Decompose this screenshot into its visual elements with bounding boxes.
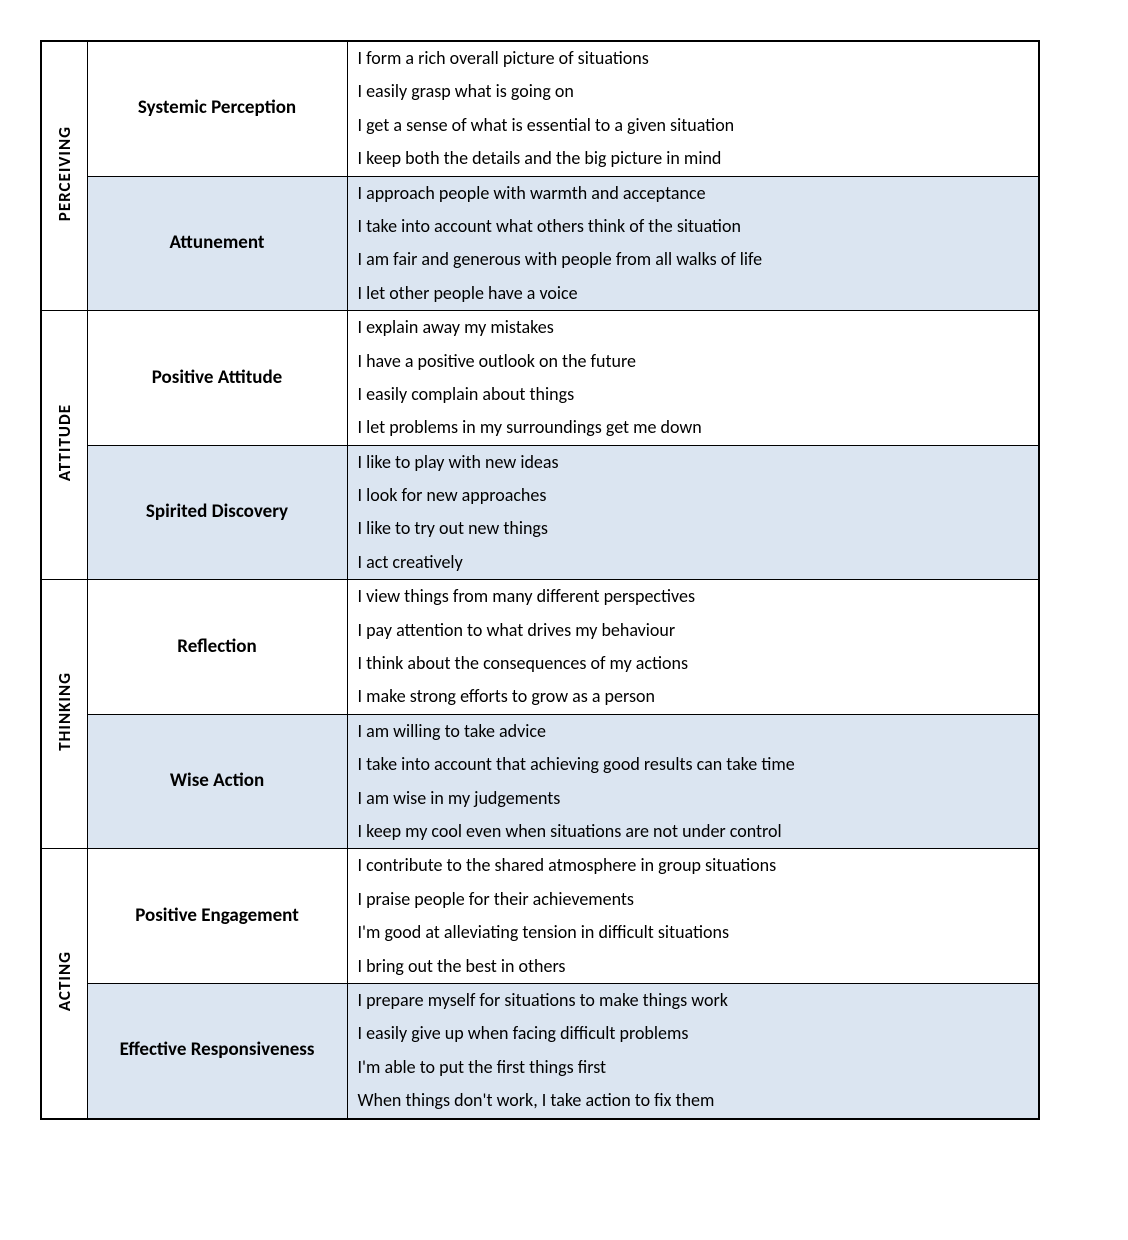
statement-cell: When things don't work, I take action to… <box>347 1084 1039 1118</box>
statement-cell: I easily give up when facing difficult p… <box>347 1017 1039 1050</box>
table-row: ATTITUDEPositive AttitudeI explain away … <box>41 311 1039 345</box>
statement-cell: I easily grasp what is going on <box>347 75 1039 108</box>
subcategory-label: Effective Responsiveness <box>120 1038 315 1061</box>
subcategory-label: Positive Engagement <box>135 904 299 927</box>
category-label: ATTITUDE <box>54 396 75 489</box>
statement-cell: I have a positive outlook on the future <box>347 345 1039 378</box>
statement-cell: I like to try out new things <box>347 512 1039 545</box>
subcategory-cell: Positive Engagement <box>87 849 347 984</box>
subcategory-cell: Spirited Discovery <box>87 445 347 580</box>
table-body: PERCEIVING Systemic Perception I form a ri… <box>41 41 1039 1119</box>
category-cell: THINKING <box>41 580 87 849</box>
subcategory-cell: Wise Action <box>87 714 347 849</box>
statement-cell: I am fair and generous with people from … <box>347 243 1039 276</box>
subcategory-label: Attunement <box>170 231 265 254</box>
statement-cell: I keep both the details and the big pict… <box>347 142 1039 176</box>
statement-cell: I like to play with new ideas <box>347 445 1039 479</box>
table-row: ACTINGPositive EngagementI contribute to… <box>41 849 1039 883</box>
statement-cell: I get a sense of what is essential to a … <box>347 109 1039 142</box>
statement-cell: I make strong efforts to grow as a perso… <box>347 680 1039 714</box>
statement-cell: I act creatively <box>347 546 1039 580</box>
statement-cell: I approach people with warmth and accept… <box>347 176 1039 210</box>
subcategory-label: Spirited Discovery <box>146 500 288 523</box>
statement-cell: I let other people have a voice <box>347 277 1039 311</box>
statement-cell: I keep my cool even when situations are … <box>347 815 1039 849</box>
subcategory-cell: Systemic Perception <box>87 41 347 176</box>
subcategory-label: Reflection <box>177 635 256 658</box>
statement-cell: I bring out the best in others <box>347 950 1039 984</box>
table-row: THINKINGReflectionI view things from man… <box>41 580 1039 614</box>
category-cell: PERCEIVING <box>41 41 87 311</box>
table-row: Effective ResponsivenessI prepare myself… <box>41 983 1039 1017</box>
statement-cell: I praise people for their achievements <box>347 883 1039 916</box>
statement-cell: I am wise in my judgements <box>347 782 1039 815</box>
subcategory-cell: Reflection <box>87 580 347 715</box>
subcategory-label: Systemic Perception <box>138 96 296 119</box>
statement-cell: I look for new approaches <box>347 479 1039 512</box>
statement-cell: I view things from many different perspe… <box>347 580 1039 614</box>
table-row: Wise ActionI am willing to take advice <box>41 714 1039 748</box>
statement-cell: I'm able to put the first things first <box>347 1051 1039 1084</box>
statement-cell: I'm good at alleviating tension in diffi… <box>347 916 1039 949</box>
table-row: Spirited DiscoveryI like to play with ne… <box>41 445 1039 479</box>
subcategory-cell: Effective Responsiveness <box>87 983 347 1118</box>
competency-table: PERCEIVING Systemic Perception I form a ri… <box>40 40 1040 1120</box>
statement-cell: I let problems in my surroundings get me… <box>347 411 1039 445</box>
statement-cell: I pay attention to what drives my behavi… <box>347 614 1039 647</box>
statement-cell: I contribute to the shared atmosphere in… <box>347 849 1039 883</box>
subcategory-label: Positive Attitude <box>152 366 283 389</box>
statement-cell: I take into account what others think of… <box>347 210 1039 243</box>
statement-cell: I form a rich overall picture of situati… <box>347 41 1039 75</box>
subcategory-cell: Positive Attitude <box>87 311 347 446</box>
table-row: PERCEIVINGSystemic PerceptionI form a ri… <box>41 41 1039 75</box>
statement-cell: I am willing to take advice <box>347 714 1039 748</box>
category-cell: ACTING <box>41 849 87 1119</box>
category-cell: ATTITUDE <box>41 311 87 580</box>
statement-cell: I prepare myself for situations to make … <box>347 983 1039 1017</box>
statement-cell: I easily complain about things <box>347 378 1039 411</box>
category-label: ACTING <box>54 943 75 1019</box>
statement-cell: I think about the consequences of my act… <box>347 647 1039 680</box>
table-row: AttunementI approach people with warmth … <box>41 176 1039 210</box>
subcategory-label: Wise Action <box>170 769 264 792</box>
category-label: PERCEIVING <box>54 118 75 229</box>
category-label: THINKING <box>54 664 75 759</box>
subcategory-cell: Attunement <box>87 176 347 311</box>
statement-cell: I take into account that achieving good … <box>347 748 1039 781</box>
statement-cell: I explain away my mistakes <box>347 311 1039 345</box>
